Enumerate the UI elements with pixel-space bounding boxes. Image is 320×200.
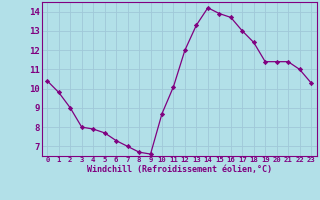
X-axis label: Windchill (Refroidissement éolien,°C): Windchill (Refroidissement éolien,°C) bbox=[87, 165, 272, 174]
